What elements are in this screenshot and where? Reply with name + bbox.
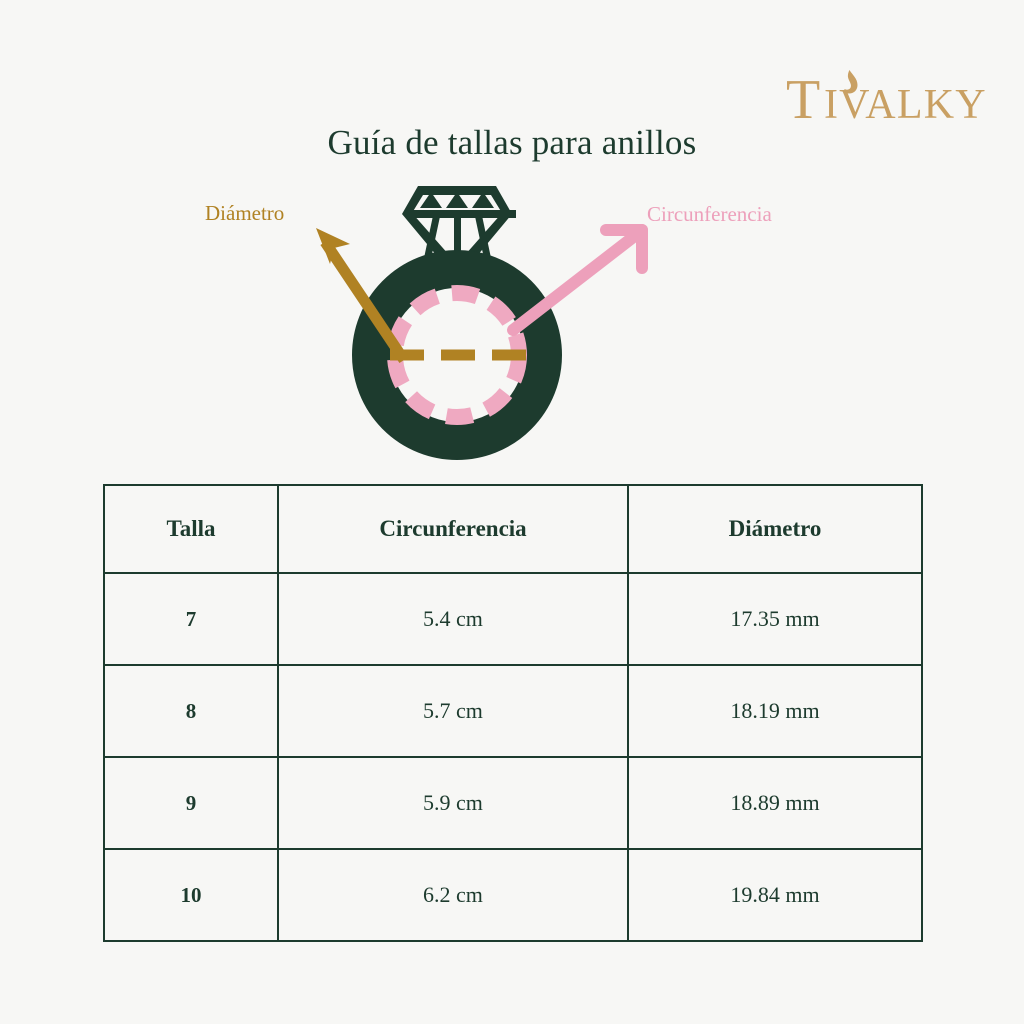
table-body: 7 5.4 cm 17.35 mm 8 5.7 cm 18.19 mm 9 5.… [103,572,923,942]
header-talla: Talla [103,484,279,574]
cell-circunferencia: 5.4 cm [277,572,629,666]
cell-talla: 10 [103,848,279,942]
table-header: Talla Circunferencia Diámetro [103,484,923,574]
cell-diametro: 18.89 mm [627,756,923,850]
page-title: Guía de tallas para anillos [327,123,697,163]
table-header-row: Talla Circunferencia Diámetro [103,484,923,574]
ring-size-table: Talla Circunferencia Diámetro 7 5.4 cm 1… [103,484,923,942]
cell-circunferencia: 5.9 cm [277,756,629,850]
circumference-arrow [507,224,648,336]
table-row: 10 6.2 cm 19.84 mm [103,848,923,942]
diagram-label-circunferencia: Circunferencia [647,202,772,226]
cell-talla: 8 [103,664,279,758]
cell-talla: 9 [103,756,279,850]
table-row: 9 5.9 cm 18.89 mm [103,756,923,850]
cell-talla: 7 [103,572,279,666]
diameter-arrow [316,228,409,364]
table-row: 8 5.7 cm 18.19 mm [103,664,923,758]
cell-circunferencia: 5.7 cm [277,664,629,758]
header-diametro: Diámetro [627,484,923,574]
logo-letter-t: T [786,69,820,131]
cell-diametro: 18.19 mm [627,664,923,758]
table-row: 7 5.4 cm 17.35 mm [103,572,923,666]
cell-diametro: 17.35 mm [627,572,923,666]
diagram-label-diametro: Diámetro [205,201,285,225]
ring-measurement-diagram [150,170,874,460]
header-circunferencia: Circunferencia [277,484,629,574]
flame-icon [844,70,858,94]
logo-wordmark: IVALKY [824,82,986,128]
ring-diagram-svg [316,186,648,460]
cell-circunferencia: 6.2 cm [277,848,629,942]
brand-logo: T IVALKY [786,66,986,132]
logo-svg: T IVALKY [786,69,986,131]
cell-diametro: 19.84 mm [627,848,923,942]
ring-band [352,250,562,460]
